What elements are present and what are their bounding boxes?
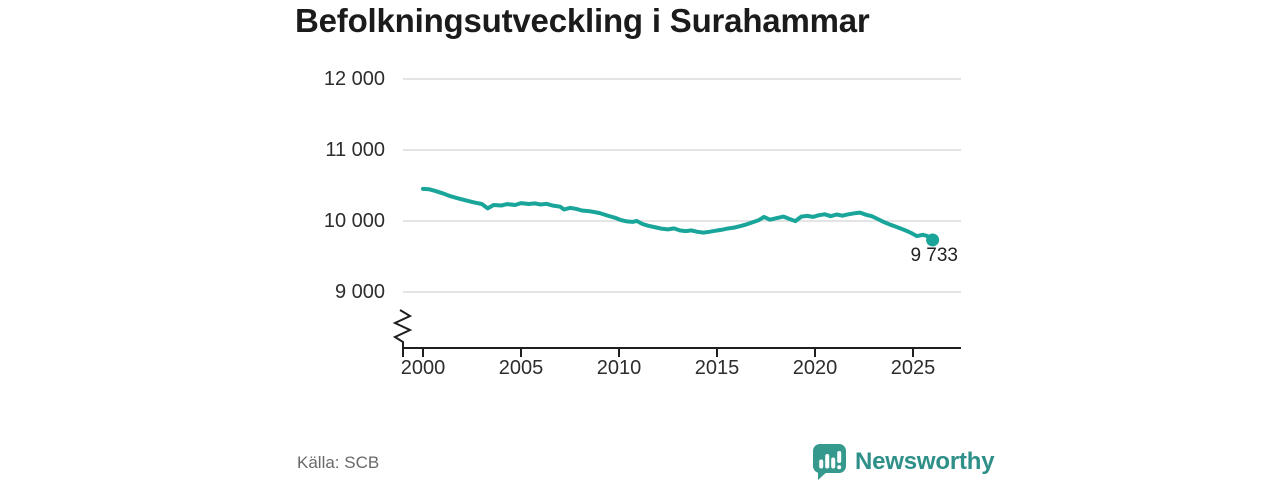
last-value-label: 9 733	[910, 245, 958, 266]
newsworthy-logo-text: Newsworthy	[855, 448, 995, 475]
newsworthy-logo-icon	[813, 444, 846, 480]
gridline-layer	[403, 78, 961, 293]
x-tick-label: 2020	[792, 357, 838, 379]
population-line	[421, 186, 935, 242]
last-value-dot	[926, 233, 940, 247]
y-tick-label: 9 000	[334, 281, 385, 303]
x-tick-label: 2005	[498, 357, 544, 379]
x-tick-label: 2000	[400, 357, 446, 379]
x-tick-label: 2015	[694, 357, 740, 379]
series-layer	[421, 186, 940, 247]
y-tick-label: 10 000	[323, 210, 385, 232]
x-tick-label: 2025	[890, 357, 936, 379]
y-tick-label: 11 000	[325, 139, 385, 161]
axis-break-icon	[392, 309, 413, 348]
y-tick-label: 12 000	[323, 68, 385, 90]
x-axis-ticks	[422, 348, 914, 357]
newsworthy-logo[interactable]: Newsworthy	[812, 443, 995, 480]
source-credit: Källa: SCB	[297, 453, 380, 472]
chart-title: Befolkningsutveckling i Surahammar	[295, 2, 870, 39]
x-tick-label: 2010	[596, 357, 642, 379]
x-axis	[392, 309, 961, 357]
